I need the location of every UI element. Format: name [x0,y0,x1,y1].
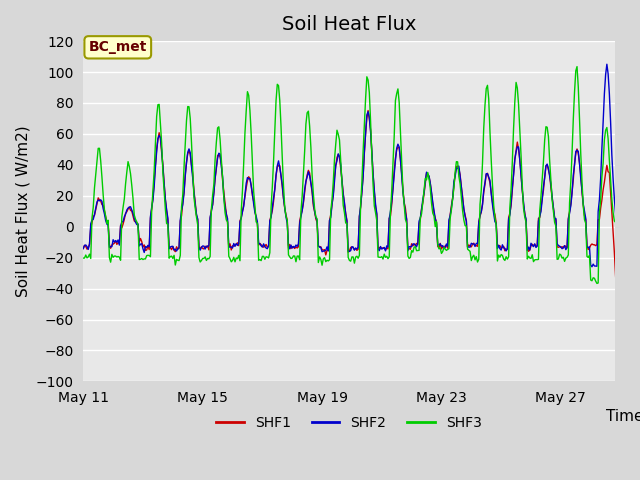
SHF2 [614,265,622,271]
SHF2 [397,156,404,162]
SHF2 [603,61,611,67]
SHF3 [128,182,136,188]
SHF2 [128,207,136,213]
SHF1 [364,108,372,113]
SHF1 [128,208,136,214]
SHF1 [617,355,625,361]
SHF3 [79,255,87,261]
SHF1 [106,241,113,247]
Line: SHF3: SHF3 [83,67,621,283]
SHF2 [106,244,113,250]
SHF3 [573,64,581,70]
Line: SHF1: SHF1 [83,110,621,358]
Title: Soil Heat Flux: Soil Heat Flux [282,15,416,34]
SHF2 [511,157,518,163]
Legend: SHF1, SHF2, SHF3: SHF1, SHF2, SHF3 [211,410,488,436]
Text: BC_met: BC_met [88,40,147,54]
SHF1 [393,147,401,153]
SHF1 [398,170,406,176]
SHF3 [206,253,214,259]
SHF1 [206,216,214,222]
SHF2 [206,214,214,220]
SHF3 [617,223,625,228]
Line: SHF2: SHF2 [83,64,621,268]
SHF3 [511,98,518,104]
SHF2 [617,223,625,229]
SHF3 [392,97,399,103]
SHF3 [397,129,404,135]
SHF3 [593,280,601,286]
Y-axis label: Soil Heat Flux ( W/m2): Soil Heat Flux ( W/m2) [15,125,30,297]
SHF1 [79,246,87,252]
SHF2 [79,246,87,252]
SHF1 [512,147,520,153]
SHF2 [392,157,399,163]
SHF3 [106,255,113,261]
X-axis label: Time: Time [607,408,640,424]
